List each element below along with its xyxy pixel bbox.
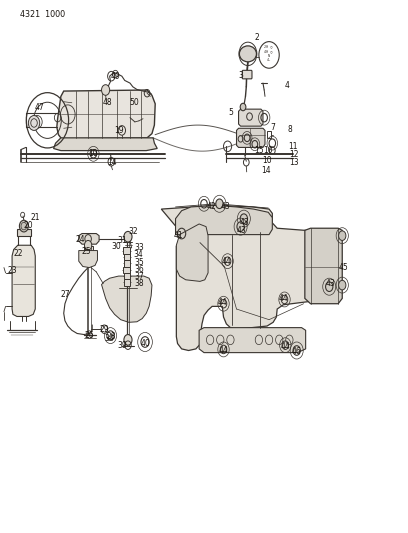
Text: 24: 24 [75, 236, 85, 245]
Text: 32: 32 [128, 228, 137, 237]
Text: 14: 14 [262, 166, 271, 175]
Circle shape [339, 280, 346, 290]
Bar [124, 260, 130, 266]
Text: 25: 25 [81, 247, 91, 256]
Circle shape [102, 85, 110, 95]
Polygon shape [237, 128, 265, 148]
Polygon shape [176, 224, 208, 281]
Text: 2H ○
4H ○
N
4L: 2H ○ 4H ○ N 4L [264, 44, 273, 62]
Circle shape [326, 282, 333, 292]
Polygon shape [239, 109, 263, 126]
Circle shape [339, 231, 346, 240]
Polygon shape [199, 328, 306, 353]
Text: 42: 42 [206, 203, 216, 212]
Text: 4: 4 [285, 81, 290, 90]
Text: 46: 46 [292, 347, 302, 356]
Text: 27: 27 [61, 289, 71, 298]
FancyBboxPatch shape [242, 70, 252, 79]
Text: 35: 35 [134, 258, 144, 266]
Text: 48: 48 [102, 98, 112, 107]
Text: 12: 12 [290, 150, 299, 159]
Polygon shape [79, 233, 99, 244]
Text: 49: 49 [111, 71, 120, 80]
Bar [124, 279, 130, 286]
Text: 22: 22 [13, 249, 22, 258]
Text: 44: 44 [219, 346, 228, 355]
Text: 28: 28 [106, 332, 116, 341]
Text: 41: 41 [174, 231, 184, 240]
Circle shape [216, 199, 223, 208]
Text: 31: 31 [118, 237, 127, 246]
Polygon shape [161, 205, 340, 351]
Circle shape [124, 335, 132, 345]
Bar [123, 247, 131, 254]
Text: 19: 19 [115, 126, 124, 135]
Text: 21: 21 [31, 213, 40, 222]
Text: 43: 43 [220, 203, 230, 212]
Text: 10: 10 [89, 149, 98, 158]
Text: 44: 44 [280, 342, 290, 351]
Circle shape [28, 116, 40, 131]
Bar [17, 229, 31, 236]
Circle shape [20, 220, 28, 232]
Ellipse shape [239, 46, 257, 62]
Text: 34: 34 [133, 251, 143, 260]
Text: 38: 38 [134, 279, 144, 288]
Text: 50: 50 [129, 98, 139, 107]
Text: 13: 13 [289, 158, 299, 167]
Text: 43: 43 [240, 219, 250, 228]
Text: 47: 47 [34, 102, 44, 111]
Bar [123, 266, 131, 273]
Text: 2: 2 [255, 34, 259, 43]
Text: 29: 29 [100, 325, 109, 334]
Text: 14: 14 [108, 158, 118, 167]
Bar [124, 254, 130, 260]
Text: 43: 43 [325, 279, 335, 288]
Circle shape [240, 103, 246, 111]
Circle shape [124, 231, 132, 242]
Text: 44: 44 [278, 294, 288, 303]
Polygon shape [305, 228, 342, 304]
Text: 23: 23 [7, 266, 17, 275]
Text: 33: 33 [134, 244, 144, 253]
Text: 3: 3 [238, 70, 243, 79]
Text: 44: 44 [217, 298, 227, 307]
Circle shape [84, 240, 92, 250]
Polygon shape [57, 90, 155, 139]
Bar [84, 246, 93, 252]
Bar [266, 132, 271, 138]
Text: 45: 45 [338, 263, 348, 272]
Polygon shape [79, 251, 98, 268]
Text: 44: 44 [222, 257, 231, 265]
Circle shape [240, 214, 248, 223]
Text: 5: 5 [228, 108, 233, 117]
Text: 10: 10 [262, 156, 271, 165]
Polygon shape [102, 276, 152, 322]
Text: 36: 36 [134, 265, 144, 273]
Text: 39: 39 [117, 341, 127, 350]
Text: 40: 40 [140, 339, 150, 348]
Text: 11: 11 [288, 142, 297, 151]
Text: 15: 15 [254, 146, 264, 155]
Polygon shape [53, 138, 157, 151]
Text: 43: 43 [237, 226, 246, 235]
Text: 26: 26 [84, 331, 94, 340]
Bar [124, 273, 130, 279]
Text: 8: 8 [287, 125, 292, 134]
Text: 20: 20 [24, 221, 33, 230]
Text: 4321  1000: 4321 1000 [20, 10, 65, 19]
Text: 7: 7 [271, 123, 275, 132]
Text: 30: 30 [112, 242, 122, 251]
Text: 37: 37 [134, 272, 144, 280]
Text: 10: 10 [264, 146, 273, 155]
Polygon shape [175, 205, 272, 235]
Circle shape [237, 222, 244, 231]
Polygon shape [12, 245, 35, 317]
Text: 34: 34 [105, 334, 115, 343]
